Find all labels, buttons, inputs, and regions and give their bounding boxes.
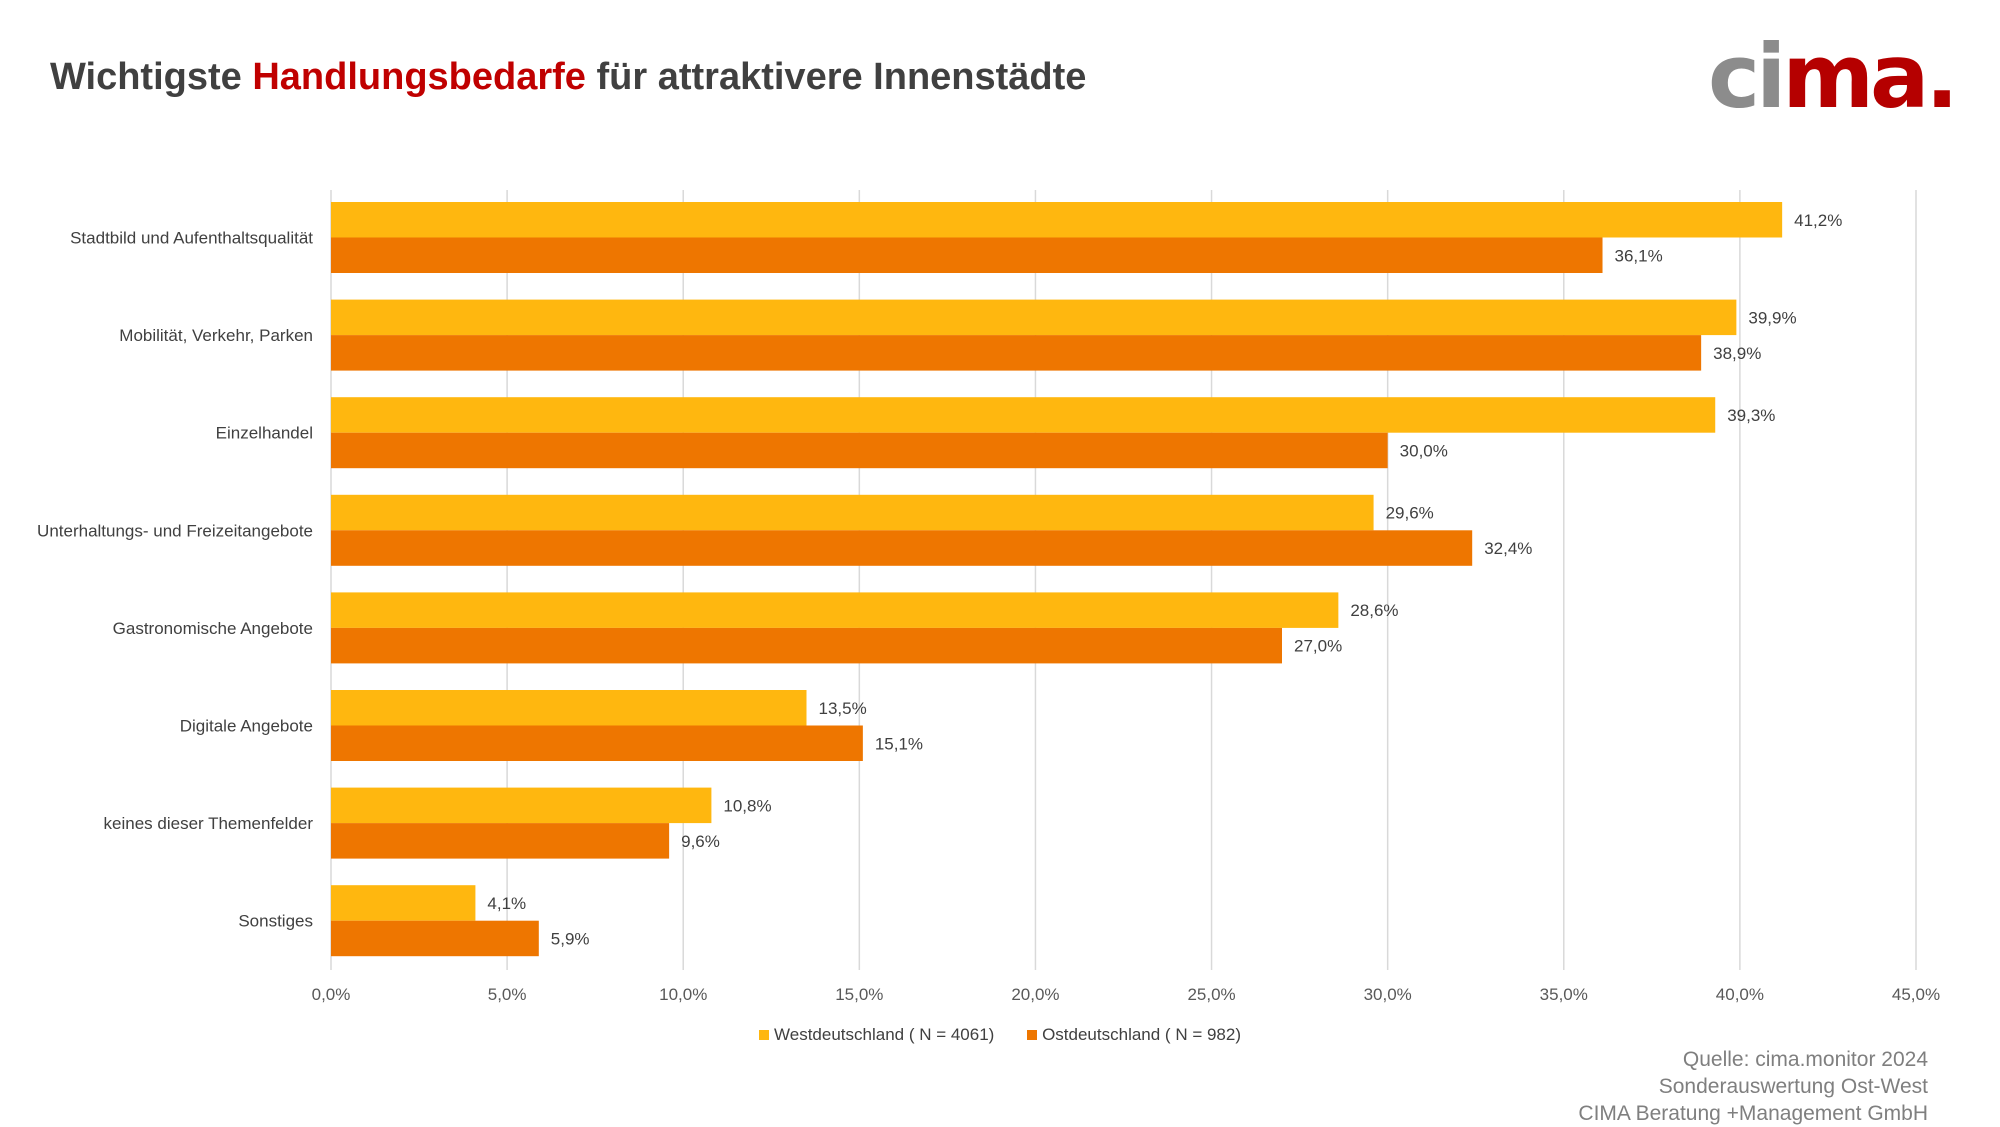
logo-ma: ma. (1782, 25, 1959, 128)
source-line: Sonderauswertung Ost-West (1658, 1075, 1928, 1098)
bar-west (331, 494, 1374, 531)
bar-east (331, 725, 863, 761)
page-title: Wichtigste Handlungsbedarfe für attrakti… (50, 56, 1086, 99)
data-label: 10,8% (723, 796, 771, 815)
x-tick-label: 5,0% (488, 985, 527, 1004)
bar-east (331, 530, 1473, 566)
bar-west (331, 202, 1783, 238)
x-tick-label: 20,0% (1011, 985, 1059, 1004)
x-tick-label: 15,0% (835, 985, 883, 1004)
data-label: 28,6% (1350, 601, 1398, 620)
bar-west (331, 397, 1716, 433)
title-part2: für attraktivere Innenstädte (585, 56, 1087, 98)
category-label: Stadtbild und Aufenthaltsqualität (70, 229, 313, 248)
data-label: 36,1% (1615, 246, 1663, 265)
bar-east (331, 823, 670, 859)
category-label: Sonstiges (238, 912, 313, 931)
legend-swatch-east (1027, 1030, 1038, 1040)
legend-label-east: Ostdeutschland ( N = 982) (1042, 1025, 1241, 1044)
data-label: 29,6% (1386, 504, 1434, 523)
x-tick-label: 40,0% (1716, 985, 1764, 1004)
bar-west (331, 690, 807, 726)
data-label: 41,2% (1794, 211, 1842, 230)
bar-chart: 0,0% 5,0% 10,0% 15,0% 20,0% 25,0% 30,0% 35,0% 40… (37, 190, 1940, 1004)
x-tick-label: 45,0% (1892, 985, 1940, 1004)
chart-legend: Westdeutschland ( N = 4061) Ostdeutschla… (0, 1025, 2000, 1045)
legend-swatch-west (759, 1030, 769, 1040)
data-label: 15,1% (875, 734, 923, 753)
data-label: 13,5% (819, 699, 867, 718)
category-label: Einzelhandel (216, 424, 313, 443)
category-label: Gastronomische Angebote (113, 619, 313, 638)
legend-item-west: Westdeutschland ( N = 4061) (759, 1025, 994, 1045)
bar-west (331, 787, 712, 824)
x-tick-label: 30,0% (1364, 985, 1412, 1004)
bar-east (331, 237, 1603, 273)
data-label: 5,9% (551, 929, 590, 948)
bar-west (331, 885, 476, 921)
title-highlight: Handlungsbedarfe (252, 56, 586, 98)
bar-east (331, 432, 1388, 469)
data-label: 30,0% (1400, 441, 1448, 460)
bar-east (331, 920, 539, 957)
data-label: 4,1% (487, 894, 526, 913)
x-tick-label: 35,0% (1540, 985, 1588, 1004)
source-line: Quelle: cima.monitor 2024 (1682, 1048, 1928, 1071)
bar-east (331, 627, 1282, 664)
bar-east (331, 335, 1702, 371)
category-label: Digitale Angebote (180, 717, 313, 736)
data-label: 38,9% (1713, 344, 1761, 363)
data-label: 27,0% (1294, 637, 1342, 656)
data-label: 39,9% (1748, 308, 1796, 327)
legend-item-east: Ostdeutschland ( N = 982) (1027, 1025, 1241, 1045)
x-tick-label: 10,0% (659, 985, 707, 1004)
source-note: Quelle: cima.monitor 2024 Sonderauswertu… (1578, 1046, 1928, 1127)
legend-label-west: Westdeutschland ( N = 4061) (774, 1025, 995, 1044)
logo-ci: ci (1708, 25, 1786, 128)
cima-logo: cima. (1708, 33, 1959, 121)
bar-west (331, 299, 1737, 336)
bar-west (331, 592, 1339, 628)
source-line: CIMA Beratung +Management GmbH (1578, 1102, 1928, 1125)
data-label: 39,3% (1727, 406, 1775, 425)
category-label: Mobilität, Verkehr, Parken (119, 326, 313, 345)
data-label: 32,4% (1484, 539, 1532, 558)
x-tick-label: 0,0% (312, 985, 351, 1004)
data-label: 9,6% (681, 832, 720, 851)
title-part1: Wichtigste (50, 56, 253, 98)
x-tick-label: 25,0% (1187, 985, 1235, 1004)
category-label: keines dieser Themenfelder (104, 814, 314, 833)
category-label: Unterhaltungs- und Freizeitangebote (37, 521, 313, 540)
